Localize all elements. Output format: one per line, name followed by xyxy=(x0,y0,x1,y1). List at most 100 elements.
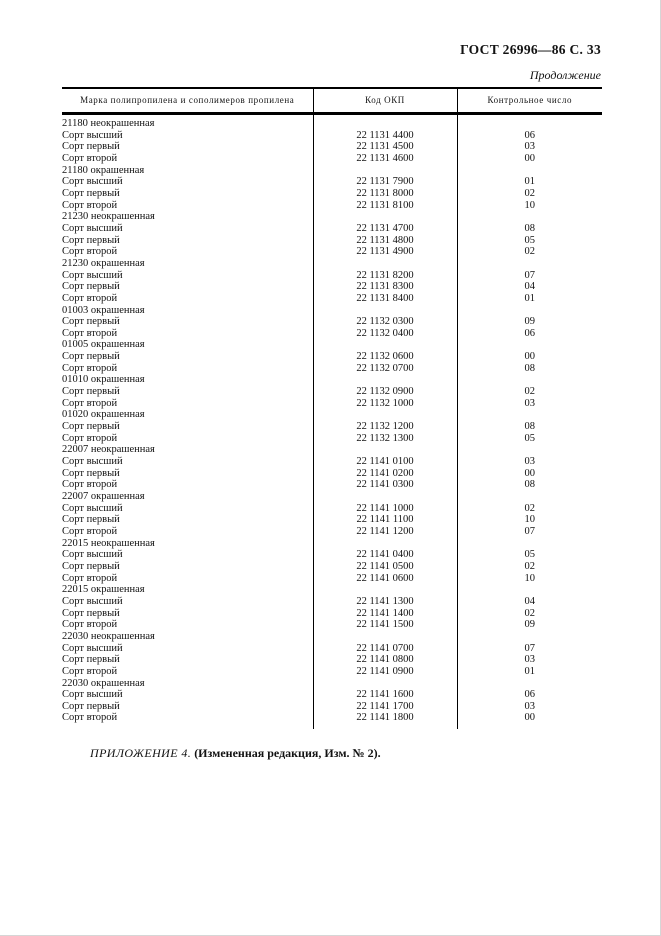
table-row: 21230 неокрашенная xyxy=(62,211,602,223)
grade-cell: Сорт высший xyxy=(62,642,123,654)
table-row: Сорт высший 22 1141 1600 06 xyxy=(62,689,602,701)
okp-code-cell: 22 1141 0900 xyxy=(312,665,457,678)
check-number-cell: 02 xyxy=(456,560,602,573)
table-row: Сорт первый 22 1141 1100 10 xyxy=(62,514,602,526)
appendix-note-line: ПРИЛОЖЕНИЕ 4. (Измененная редакция, Изм.… xyxy=(90,746,660,761)
grade-cell: Сорт высший xyxy=(62,502,123,514)
okp-code-cell xyxy=(312,211,457,223)
check-number-cell: 00 xyxy=(456,712,602,730)
okp-code-cell: 22 1132 0300 xyxy=(312,316,457,328)
grade-cell: Сорт первый xyxy=(62,141,120,153)
column-header-grade: Марка полипропилена и сополимеров пропил… xyxy=(62,87,313,115)
okp-code-cell xyxy=(312,491,457,503)
grade-cell: Сорт первый xyxy=(62,514,120,526)
grade-cell: Сорт второй xyxy=(62,712,118,724)
column-header-check-number: Контрольное число xyxy=(456,87,602,115)
okp-code-cell xyxy=(312,374,457,387)
table-row: 21230 окрашенная xyxy=(62,257,602,270)
table-row: Сорт первый 22 1132 0900 02 xyxy=(62,386,602,398)
okp-code-cell: 22 1132 0900 xyxy=(312,386,457,398)
check-number-cell: 08 xyxy=(456,222,602,235)
okp-code-cell: 22 1131 4600 xyxy=(312,152,457,165)
check-number-cell: 00 xyxy=(456,152,602,165)
check-number-cell xyxy=(456,537,602,550)
grade-cell: 01003 окрашенная xyxy=(62,304,145,316)
okp-code-cell xyxy=(312,339,457,352)
table-row: 22007 окрашенная xyxy=(62,491,602,503)
check-number-cell: 05 xyxy=(456,432,602,445)
table-row: Сорт второй 22 1141 1500 09 xyxy=(62,619,602,631)
grade-cell: Сорт высший xyxy=(62,689,123,701)
grade-cell: Сорт высший xyxy=(62,129,123,141)
table-row: Сорт второй 22 1141 0300 08 xyxy=(62,479,602,491)
check-number-cell: 09 xyxy=(456,316,602,328)
table-row: Сорт высший 22 1141 1300 04 xyxy=(62,595,602,608)
table-row: 22030 неокрашенная xyxy=(62,630,602,643)
check-number-cell: 01 xyxy=(456,665,602,678)
okp-code-cell: 22 1131 8200 xyxy=(312,269,457,282)
check-number-cell: 07 xyxy=(456,642,602,655)
check-number-cell xyxy=(456,113,602,130)
grade-cell: Сорт второй xyxy=(62,479,118,491)
okp-code-cell: 22 1131 8100 xyxy=(312,199,457,212)
okp-code-cell: 22 1141 0300 xyxy=(312,479,457,491)
check-number-cell xyxy=(456,339,602,352)
table-row: 01003 окрашенная xyxy=(62,304,602,317)
check-number-cell: 03 xyxy=(456,654,602,666)
table-row: Сорт высший 22 1131 7900 01 xyxy=(62,176,602,188)
check-number-cell xyxy=(456,409,602,422)
okp-code-cell: 22 1131 4400 xyxy=(312,129,457,142)
okp-code-cell xyxy=(312,409,457,422)
grade-cell: Сорт первый xyxy=(62,316,120,328)
okp-code-cell: 22 1141 1700 xyxy=(312,700,457,713)
table-row: Сорт второй 22 1131 8100 10 xyxy=(62,199,602,212)
check-number-cell: 02 xyxy=(456,607,602,620)
table-row: Сорт второй 22 1132 0700 08 xyxy=(62,362,602,375)
table-row: Сорт первый 22 1141 0200 00 xyxy=(62,467,602,480)
okp-code-cell: 22 1131 8400 xyxy=(312,292,457,305)
check-number-cell xyxy=(456,304,602,317)
okp-code-cell: 22 1141 1100 xyxy=(312,514,457,526)
grade-cell: 01010 окрашенная xyxy=(62,374,145,386)
table-row: Сорт второй 22 1132 0400 06 xyxy=(62,327,602,340)
okp-code-cell: 22 1131 7900 xyxy=(312,176,457,188)
grade-cell: Сорт второй xyxy=(62,292,118,304)
grade-cell: Сорт первый xyxy=(62,187,120,199)
check-number-cell: 02 xyxy=(456,386,602,398)
grade-cell: Сорт второй xyxy=(62,432,118,444)
okp-code-cell: 22 1132 0700 xyxy=(312,362,457,375)
appendix-revision-note: (Измененная редакция, Изм. № 2). xyxy=(194,746,381,761)
okp-code-cell: 22 1131 4800 xyxy=(312,234,457,247)
okp-code-cell xyxy=(312,537,457,550)
check-number-cell: 08 xyxy=(456,479,602,491)
grade-cell: Сорт второй xyxy=(62,152,118,164)
check-number-cell: 05 xyxy=(456,234,602,247)
grade-cell: Сорт первый xyxy=(62,560,120,572)
check-number-cell: 07 xyxy=(456,269,602,282)
grade-cell: Сорт первый xyxy=(62,467,120,479)
check-number-cell xyxy=(456,584,602,596)
okp-code-cell: 22 1132 0600 xyxy=(312,351,457,363)
okp-code-cell: 22 1132 1200 xyxy=(312,421,457,433)
grade-cell: 22007 окрашенная xyxy=(62,491,145,502)
check-number-cell: 00 xyxy=(456,467,602,480)
check-number-cell: 02 xyxy=(456,502,602,515)
table-row: 21180 неокрашенная xyxy=(62,113,602,130)
grade-cell: Сорт второй xyxy=(62,525,118,537)
table-row: Сорт второй 22 1132 1300 05 xyxy=(62,432,602,445)
table-row: 22015 окрашенная xyxy=(62,584,602,596)
okp-code-cell xyxy=(312,444,457,457)
check-number-cell: 02 xyxy=(456,187,602,200)
grade-cell: 22030 окрашенная xyxy=(62,677,145,689)
continuation-label: Продолжение xyxy=(529,68,601,82)
grade-cell: Сорт первый xyxy=(62,700,120,712)
grade-cell: Сорт второй xyxy=(62,665,118,677)
check-number-cell: 10 xyxy=(456,572,602,585)
check-number-cell xyxy=(456,630,602,643)
grade-cell: Сорт первый xyxy=(62,386,120,398)
okp-code-cell: 22 1141 0800 xyxy=(312,654,457,666)
table-row: Сорт высший 22 1141 0700 07 xyxy=(62,642,602,655)
check-number-cell: 04 xyxy=(456,595,602,608)
okp-code-cell xyxy=(312,304,457,317)
grade-cell: Сорт второй xyxy=(62,619,118,631)
